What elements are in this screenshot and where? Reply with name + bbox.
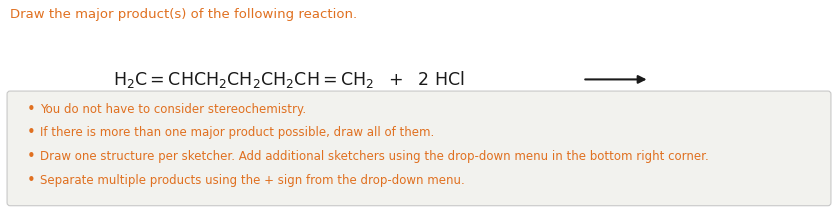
Text: If there is more than one major product possible, draw all of them.: If there is more than one major product …: [40, 126, 434, 139]
FancyBboxPatch shape: [7, 91, 831, 206]
Text: •: •: [27, 173, 35, 188]
Text: Separate multiple products using the + sign from the drop-down menu.: Separate multiple products using the + s…: [40, 174, 464, 187]
Text: You do not have to consider stereochemistry.: You do not have to consider stereochemis…: [40, 103, 306, 116]
Text: •: •: [27, 102, 35, 117]
Text: $\mathsf{H_2C{=}CHCH_2CH_2CH_2CH{=}CH_2}$$\mathsf{\ \ +\ \ 2\ HCl}$: $\mathsf{H_2C{=}CHCH_2CH_2CH_2CH{=}CH_2}…: [113, 69, 465, 90]
Text: Draw the major product(s) of the following reaction.: Draw the major product(s) of the followi…: [10, 8, 357, 21]
Text: •: •: [27, 125, 35, 140]
Text: •: •: [27, 149, 35, 164]
Text: Draw one structure per sketcher. Add additional sketchers using the drop-down me: Draw one structure per sketcher. Add add…: [40, 150, 709, 163]
